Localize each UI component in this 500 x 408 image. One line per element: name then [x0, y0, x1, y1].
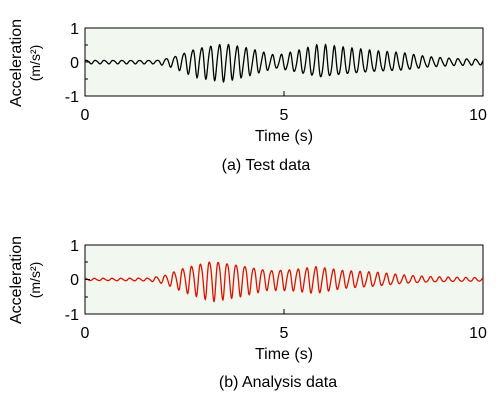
panel-a-series-line — [84, 43, 484, 84]
panel-b-y-axis-unit: (m/s²) — [27, 262, 43, 299]
panel-b-ytick-label-1: 1 — [70, 238, 79, 255]
panel-a-y-axis-title: Acceleration — [8, 19, 25, 107]
panel-b-xtick-label-5: 5 — [280, 325, 289, 342]
panel-b-y-axis-title: Acceleration — [8, 236, 25, 324]
panel-a-xtick-label-0: 0 — [81, 107, 90, 124]
panel-a-xtick-label-5: 5 — [280, 107, 289, 124]
panel-a-y-axis-unit: (m/s²) — [27, 45, 43, 82]
panel-a-ytick-label-1: 1 — [70, 21, 79, 38]
panel-b-ytick-label-m1: -1 — [65, 307, 79, 324]
panel-b-xtick-label-10: 10 — [469, 325, 487, 342]
panel-b-caption: (b) Analysis data — [219, 374, 337, 391]
panel-b: 1 0 -1 0 5 10 Time (s) (b) Analysis data… — [8, 236, 487, 391]
panel-a-ytick-label-0: 0 — [70, 55, 79, 72]
panel-a-ytick-label-m1: -1 — [65, 89, 79, 106]
panel-b-series-line — [84, 261, 484, 303]
panel-b-xtick-label-0: 0 — [81, 325, 90, 342]
panel-b-ytick-label-0: 0 — [70, 272, 79, 289]
panel-a: 1 0 -1 0 5 10 Time (s) (a) Test data Acc… — [8, 19, 487, 174]
panel-a-x-axis-title: Time (s) — [255, 128, 313, 145]
panel-a-xtick-label-10: 10 — [469, 107, 487, 124]
panel-a-caption: (a) Test data — [222, 157, 311, 174]
panel-b-x-axis-title: Time (s) — [255, 346, 313, 363]
